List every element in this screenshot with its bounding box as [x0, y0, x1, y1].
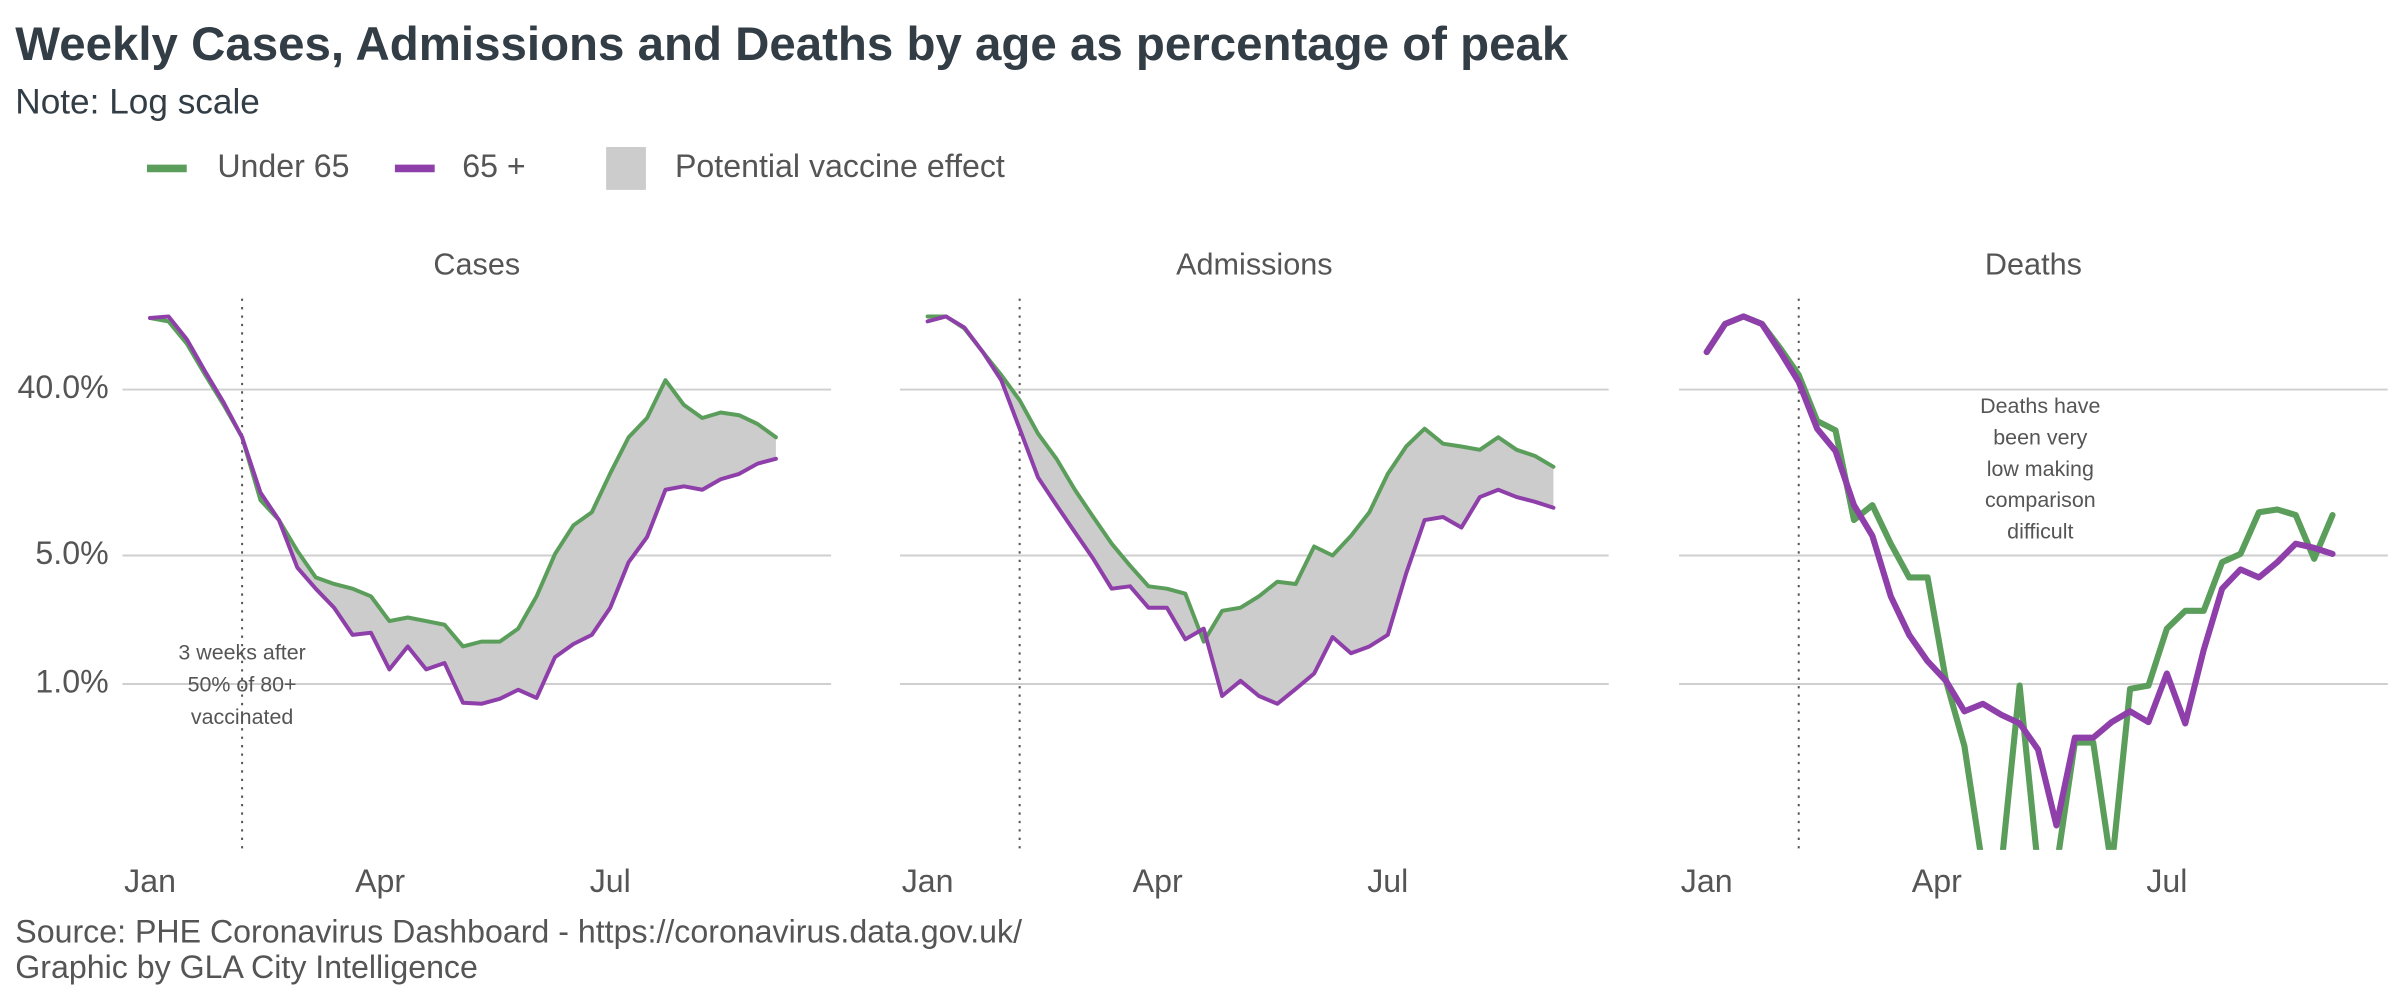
chart-subtitle: Note: Log scale	[15, 82, 260, 121]
x-tick-label: Apr	[1912, 863, 1962, 899]
x-tick-label: Jan	[902, 863, 954, 899]
legend-label: 65 +	[462, 148, 525, 184]
lines	[1703, 313, 2336, 850]
panel-title: Admissions	[1176, 248, 1332, 282]
panel-title: Deaths	[1985, 248, 2082, 282]
series-line	[925, 314, 1556, 644]
annotation: 3 weeks after	[178, 641, 305, 665]
x-tick-label: Apr	[355, 863, 405, 899]
y-tick-label: 40.0%	[18, 369, 109, 405]
x-tick-label: Jan	[124, 863, 176, 899]
annotation: difficult	[2007, 520, 2073, 544]
source-note: Source: PHE Coronavirus Dashboard - http…	[15, 914, 1022, 950]
legend-label: Under 65	[217, 148, 349, 184]
lines	[148, 314, 778, 706]
x-tick-label: Jul	[2146, 863, 2187, 899]
annotation: 50% of 80+	[188, 673, 297, 697]
panel-title: Cases	[433, 248, 520, 282]
y-tick-label: 5.0%	[35, 535, 108, 571]
annotation: Deaths have	[1980, 394, 2100, 418]
vaccine-effect-band	[927, 316, 1554, 704]
x-tick-label: Jan	[1681, 863, 1733, 899]
annotation: vaccinated	[191, 705, 293, 729]
credit-note: Graphic by GLA City Intelligence	[15, 949, 478, 985]
series-line	[148, 314, 778, 706]
legend-label: Potential vaccine effect	[675, 148, 1005, 184]
x-tick-label: Apr	[1133, 863, 1183, 899]
x-tick-label: Jul	[590, 863, 631, 899]
lines	[925, 314, 1556, 706]
series-line	[925, 314, 1556, 706]
y-tick-label: 1.0%	[35, 663, 108, 699]
vaccine-effect-band	[150, 316, 776, 704]
annotation: been very	[1993, 425, 2087, 449]
legend-swatch	[606, 147, 646, 190]
annotation: comparison	[1985, 488, 2096, 512]
x-tick-label: Jul	[1367, 863, 1408, 899]
annotation: low making	[1987, 457, 2094, 481]
chart-title: Weekly Cases, Admissions and Deaths by a…	[15, 18, 1569, 71]
series-line	[1703, 313, 2336, 829]
